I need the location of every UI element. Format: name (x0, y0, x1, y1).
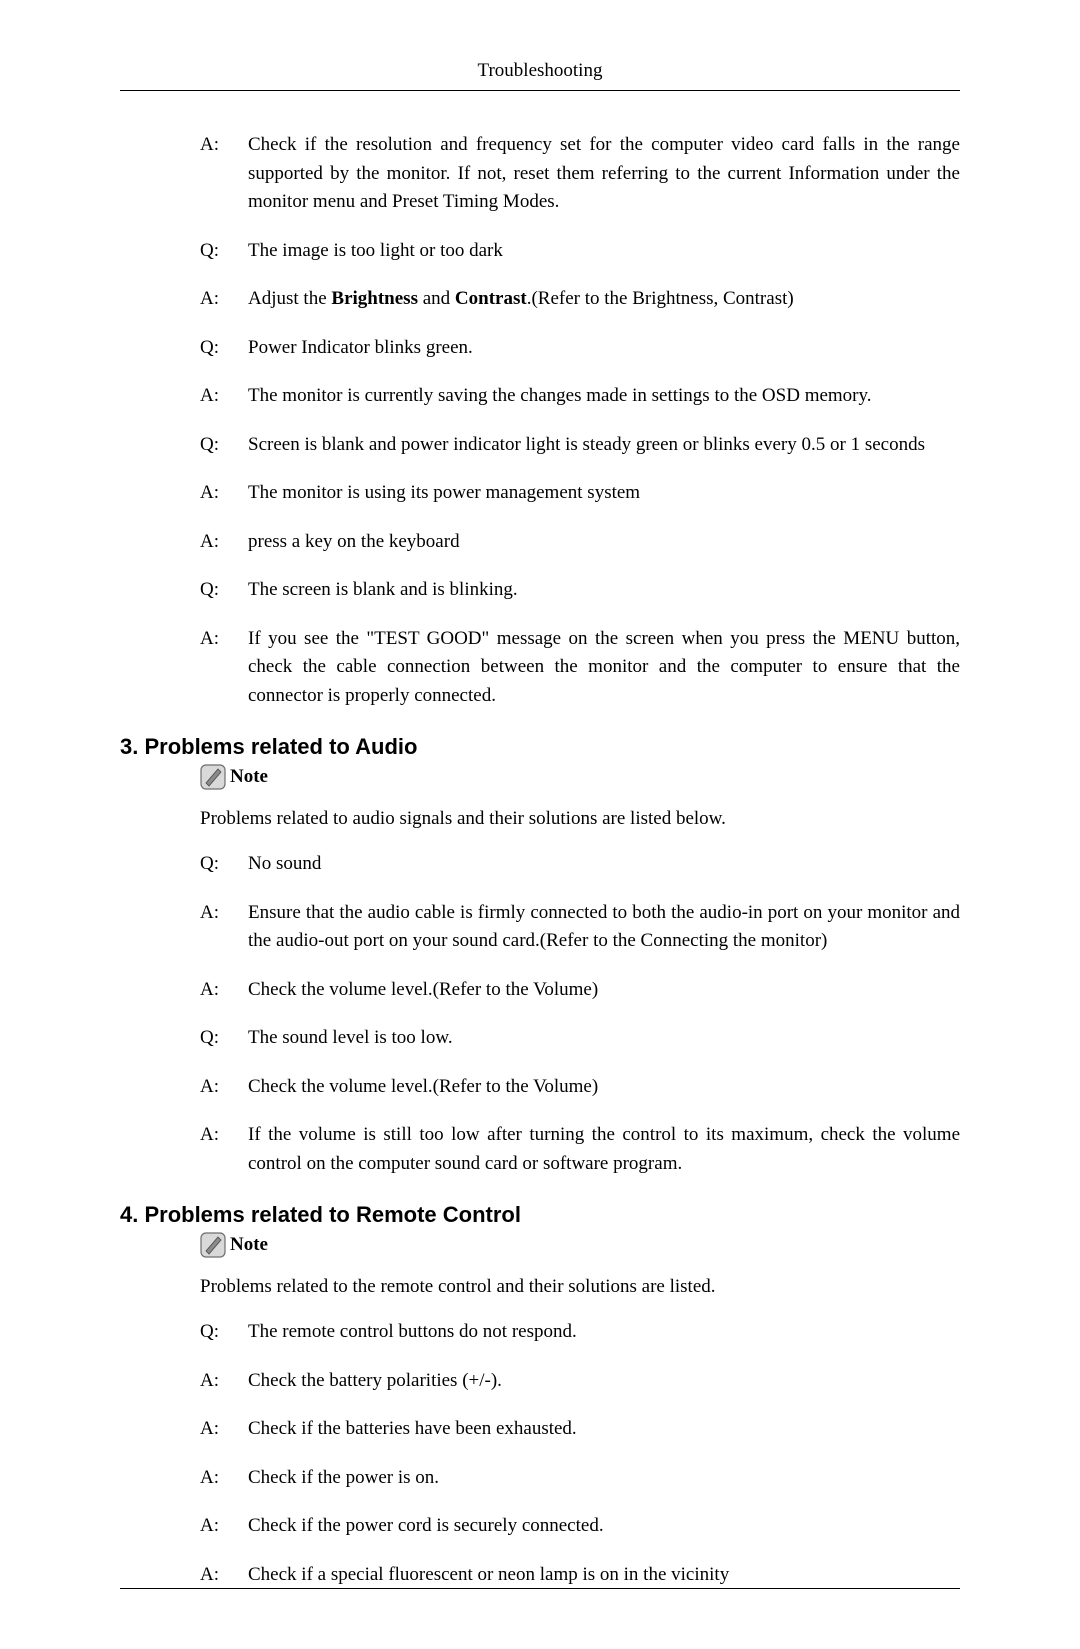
qa-item: A: The monitor is currently saving the c… (200, 382, 960, 411)
qa-item: Q: No sound (200, 850, 960, 879)
page-header-title: Troubleshooting (120, 60, 960, 91)
qa-block-audio: Q: No sound A: Ensure that the audio cab… (120, 850, 960, 1178)
qa-text: Ensure that the audio cable is firmly co… (248, 899, 960, 956)
qa-label: Q: (200, 431, 248, 460)
qa-text: No sound (248, 850, 960, 879)
qa-label: A: (200, 1415, 248, 1444)
qa-item: A: Adjust the Brightness and Contrast.(R… (200, 285, 960, 314)
qa-item: A: Check the volume level.(Refer to the … (200, 976, 960, 1005)
qa-text: Check the battery polarities (+/-). (248, 1367, 960, 1396)
note-label: Note (230, 766, 268, 788)
qa-item: Q: The sound level is too low. (200, 1024, 960, 1053)
qa-text: Adjust the Brightness and Contrast.(Refe… (248, 285, 960, 314)
qa-item: Q: Screen is blank and power indicator l… (200, 431, 960, 460)
qa-item: A: press a key on the keyboard (200, 528, 960, 557)
qa-text: If you see the "TEST GOOD" message on th… (248, 625, 960, 711)
qa-text: If the volume is still too low after tur… (248, 1121, 960, 1178)
qa-label: A: (200, 131, 248, 217)
qa-label: Q: (200, 850, 248, 879)
note-icon (200, 1232, 226, 1258)
qa-item: Q: The screen is blank and is blinking. (200, 576, 960, 605)
qa-label: A: (200, 899, 248, 956)
note-label: Note (230, 1234, 268, 1256)
qa-label: A: (200, 1464, 248, 1493)
qa-label: Q: (200, 1318, 248, 1347)
qa-item: Q: The remote control buttons do not res… (200, 1318, 960, 1347)
qa-text: Screen is blank and power indicator ligh… (248, 431, 960, 460)
qa-block-remote: Q: The remote control buttons do not res… (120, 1318, 960, 1589)
qa-text: Check if the power is on. (248, 1464, 960, 1493)
qa-item: A: Check if the batteries have been exha… (200, 1415, 960, 1444)
qa-label: A: (200, 625, 248, 711)
qa-label: A: (200, 976, 248, 1005)
qa-label: A: (200, 382, 248, 411)
qa-label: A: (200, 1121, 248, 1178)
qa-text: Check if the resolution and frequency se… (248, 131, 960, 217)
qa-item: A: Check the volume level.(Refer to the … (200, 1073, 960, 1102)
qa-item: A: The monitor is using its power manage… (200, 479, 960, 508)
qa-label: Q: (200, 1024, 248, 1053)
section-heading-remote: 4. Problems related to Remote Control (120, 1202, 960, 1228)
qa-label: Q: (200, 334, 248, 363)
section-heading-audio: 3. Problems related to Audio (120, 734, 960, 760)
qa-label: A: (200, 1561, 248, 1590)
qa-label: Q: (200, 237, 248, 266)
qa-item: A: If the volume is still too low after … (200, 1121, 960, 1178)
note-icon (200, 764, 226, 790)
section-intro-audio: Problems related to audio signals and th… (120, 808, 960, 830)
qa-item: A: Ensure that the audio cable is firmly… (200, 899, 960, 956)
qa-text: Power Indicator blinks green. (248, 334, 960, 363)
section-intro-remote: Problems related to the remote control a… (120, 1276, 960, 1298)
note-row: Note (120, 1232, 960, 1258)
qa-text: press a key on the keyboard (248, 528, 960, 557)
note-row: Note (120, 764, 960, 790)
qa-item: A: Check the battery polarities (+/-). (200, 1367, 960, 1396)
qa-text: The monitor is using its power managemen… (248, 479, 960, 508)
qa-label: A: (200, 1073, 248, 1102)
qa-item: A: If you see the "TEST GOOD" message on… (200, 625, 960, 711)
qa-text: Check the volume level.(Refer to the Vol… (248, 1073, 960, 1102)
qa-label: A: (200, 285, 248, 314)
qa-text: The image is too light or too dark (248, 237, 960, 266)
qa-item: Q: Power Indicator blinks green. (200, 334, 960, 363)
qa-text: Check the volume level.(Refer to the Vol… (248, 976, 960, 1005)
qa-text: The remote control buttons do not respon… (248, 1318, 960, 1347)
document-page: Troubleshooting A: Check if the resoluti… (0, 0, 1080, 1649)
qa-text: Check if a special fluorescent or neon l… (248, 1561, 960, 1590)
qa-item: Q: The image is too light or too dark (200, 237, 960, 266)
qa-text: The sound level is too low. (248, 1024, 960, 1053)
qa-label: A: (200, 1367, 248, 1396)
qa-item: A: Check if the power is on. (200, 1464, 960, 1493)
qa-item: A: Check if the power cord is securely c… (200, 1512, 960, 1541)
footer-rule (120, 1588, 960, 1589)
qa-block-top: A: Check if the resolution and frequency… (120, 131, 960, 710)
qa-text: The monitor is currently saving the chan… (248, 382, 960, 411)
qa-label: A: (200, 479, 248, 508)
qa-text: The screen is blank and is blinking. (248, 576, 960, 605)
qa-label: A: (200, 528, 248, 557)
qa-text: Check if the batteries have been exhaust… (248, 1415, 960, 1444)
qa-label: Q: (200, 576, 248, 605)
qa-text: Check if the power cord is securely conn… (248, 1512, 960, 1541)
qa-item: A: Check if a special fluorescent or neo… (200, 1561, 960, 1590)
qa-label: A: (200, 1512, 248, 1541)
qa-item: A: Check if the resolution and frequency… (200, 131, 960, 217)
